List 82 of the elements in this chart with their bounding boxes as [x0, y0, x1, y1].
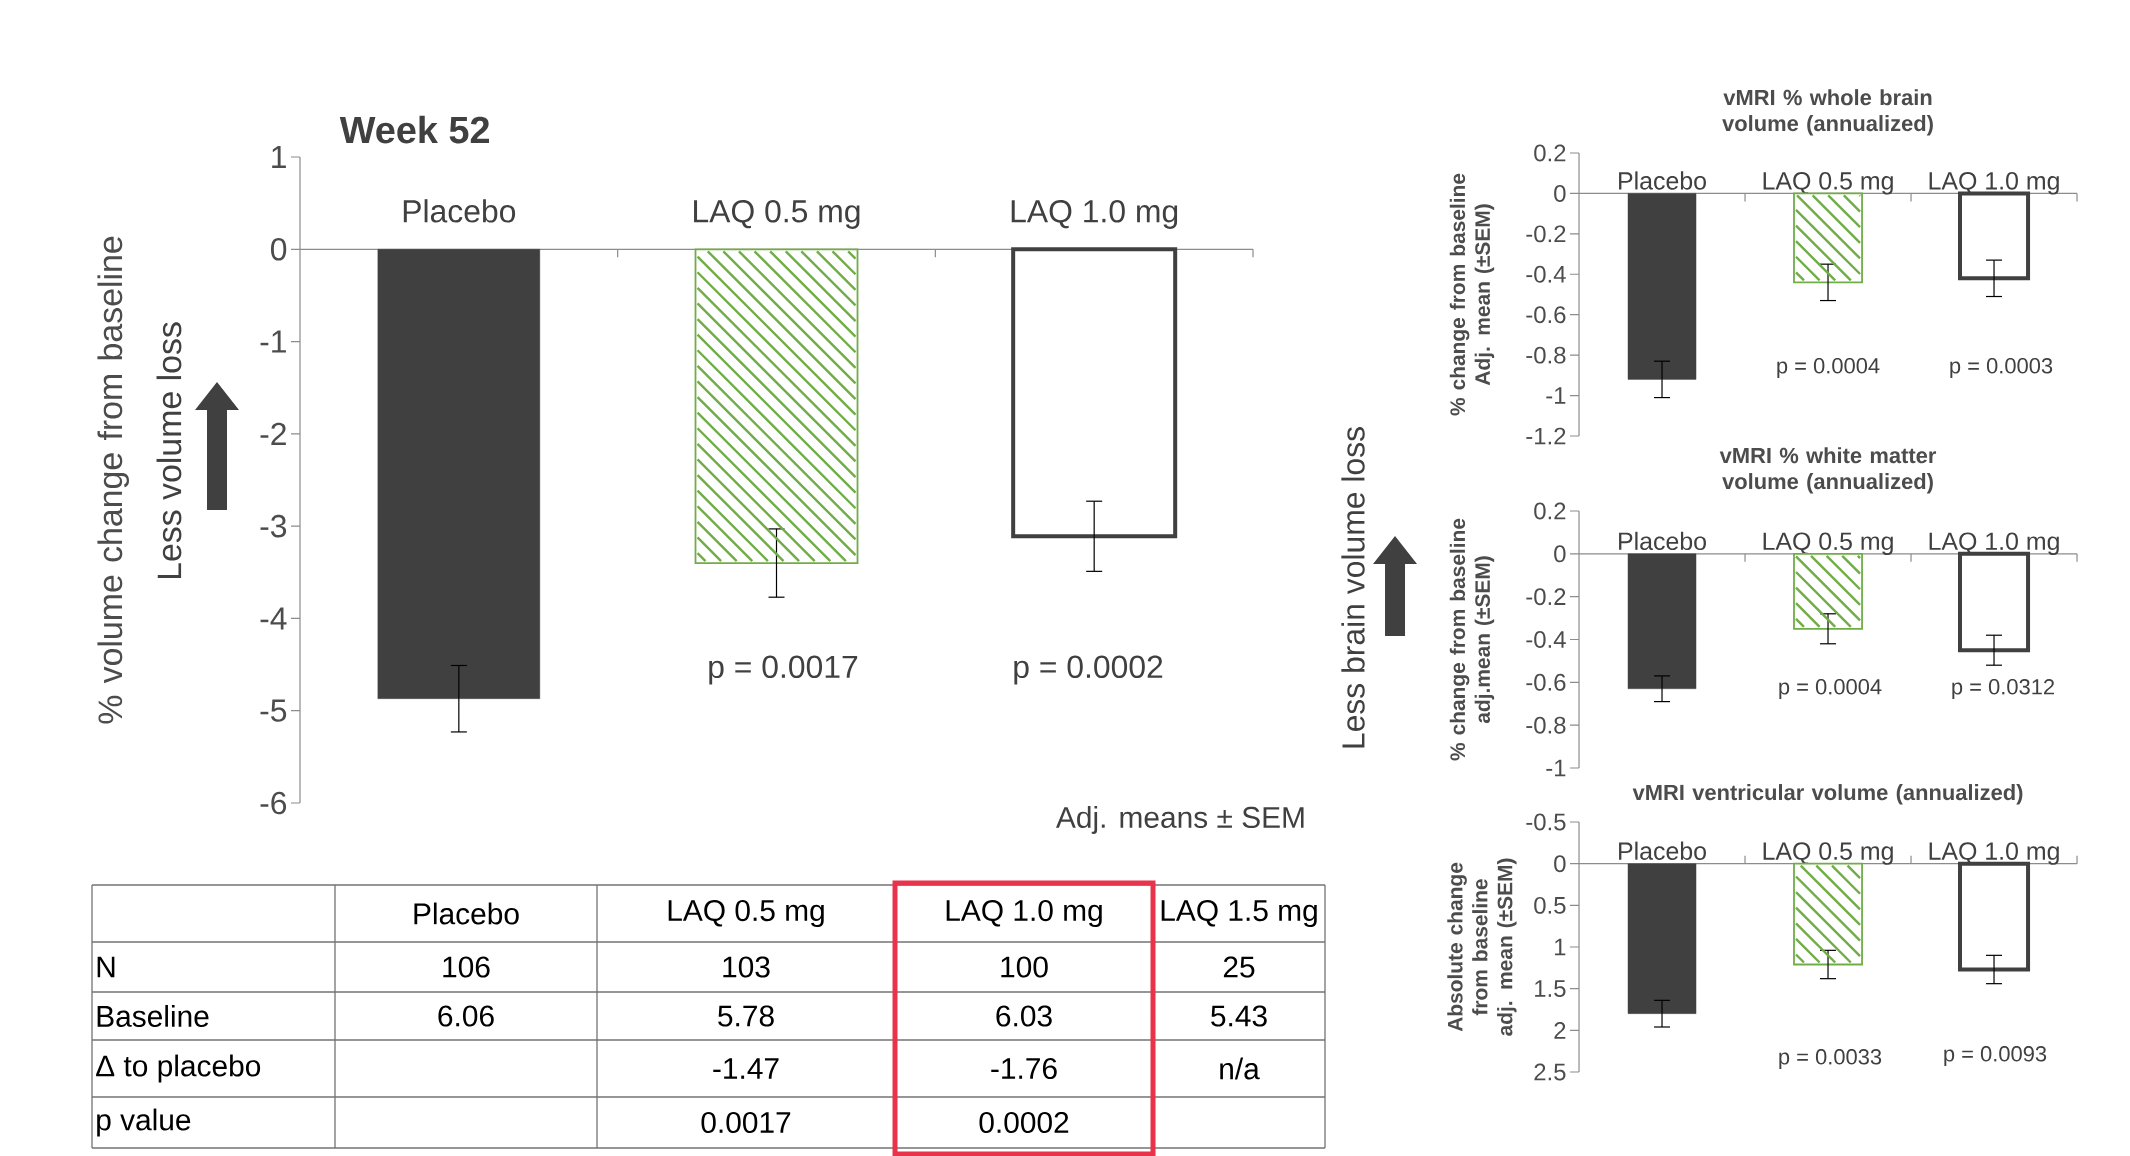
text: 100	[1001, 956, 1048, 978]
x-tick-label: LAQ 0.5 mg	[1763, 842, 1893, 865]
annotation: p = 0.0033	[1779, 1048, 1882, 1069]
chart-title: vMRI % white matter volume (annualized)	[1719, 446, 1937, 494]
text: 6.06	[438, 1005, 494, 1027]
text: 5.78	[718, 1005, 774, 1027]
y-tick-label: 0	[271, 237, 287, 261]
text: n/a	[1220, 1057, 1260, 1080]
x-tick-label: Placebo	[403, 198, 516, 223]
y-tick-label: -1	[1546, 759, 1566, 776]
chart-title: Week 52	[339, 115, 490, 144]
y-tick-label: -0.4	[1526, 265, 1566, 283]
category-label: Placebo	[414, 902, 519, 925]
category-label: p value	[97, 1108, 191, 1137]
annotation: p = 0.0312	[1952, 678, 2054, 699]
annotation: p = 0.0093	[1944, 1045, 2047, 1066]
y-tick-label: 2.5	[1534, 1063, 1566, 1081]
x-tick-label: Placebo	[1619, 841, 1706, 860]
y-tick-label: -0.6	[1526, 673, 1566, 691]
y-tick-label: -4	[260, 607, 287, 630]
y-tick-label: -1	[1546, 387, 1566, 404]
y-tick-label: -0.5	[1526, 813, 1566, 831]
chart-title: vMRI ventricular volume (annualized)	[1632, 783, 2023, 805]
category-label: LAQ 1.5 mg	[1161, 899, 1317, 927]
y-tick-label: 0	[1554, 545, 1566, 563]
y-tick-label: 0.5	[1534, 896, 1566, 914]
y-tick-label: -6	[260, 791, 287, 815]
chart-title: vMRI % whole brain volume (annualized)	[1722, 88, 1933, 136]
y-tick-label: -3	[260, 514, 287, 538]
text: 103	[723, 956, 770, 978]
annotation: p = 0.0003	[1950, 357, 2053, 378]
y-tick-label: -0.2	[1526, 225, 1566, 243]
category-label: LAQ 1.0 mg	[946, 899, 1102, 927]
x-tick-label: LAQ 0.5 mg	[1763, 532, 1893, 555]
y-tick-label: -0.4	[1526, 630, 1566, 648]
text: 0.0002	[979, 1111, 1069, 1133]
y-tick-label: 1	[1555, 938, 1566, 955]
x-tick-label: LAQ 0.5 mg	[694, 199, 860, 229]
y-tick-label: -5	[260, 699, 287, 722]
category-label: Baseline	[97, 1004, 209, 1027]
y-tick-label: 1	[272, 145, 286, 168]
x-tick-label: Placebo	[1619, 531, 1706, 550]
annotation: p = 0.0004	[1779, 678, 1882, 699]
annotation: p = 0.0002	[1014, 655, 1163, 685]
x-tick-label: LAQ 1.0 mg	[1929, 171, 2059, 195]
y-tick-label: -1.2	[1526, 427, 1566, 445]
text: -1.47	[713, 1057, 779, 1079]
y-tick-label: 0.2	[1534, 502, 1566, 520]
x-tick-label: LAQ 1.0 mg	[1929, 532, 2059, 555]
y-axis-title: % volume change from baseline	[97, 236, 129, 724]
text: Less volume loss	[156, 322, 182, 578]
y-tick-label: 2	[1554, 1021, 1566, 1039]
y-tick-label: 0	[1554, 184, 1566, 202]
y-tick-label: -0.6	[1526, 306, 1566, 323]
text: Less brain volume loss	[1341, 426, 1365, 748]
text: 106	[443, 956, 490, 978]
text: 0.0017	[701, 1111, 791, 1133]
category-label: N	[97, 956, 115, 978]
x-tick-label: LAQ 1.0 mg	[1929, 842, 2059, 865]
y-tick-label: -0.8	[1526, 716, 1566, 734]
text: Adj. means ± SEM	[1055, 805, 1304, 834]
text: 6.03	[996, 1005, 1052, 1027]
annotation: p = 0.0017	[709, 655, 858, 685]
y-tick-label: 1.5	[1535, 980, 1566, 997]
category-label: LAQ 0.5 mg	[668, 899, 824, 927]
y-tick-label: -1	[260, 330, 286, 353]
y-axis-title: % change from baseline Adj. mean (±SEM)	[1449, 173, 1495, 416]
text: -1.76	[991, 1057, 1057, 1079]
y-tick-label: -0.2	[1526, 587, 1566, 605]
text: 25	[1223, 956, 1255, 978]
text: 5.43	[1211, 1005, 1267, 1027]
x-tick-label: LAQ 1.0 mg	[1011, 199, 1178, 229]
category-label: Δ to placebo	[96, 1054, 261, 1083]
y-tick-label: 0.2	[1534, 144, 1566, 162]
y-tick-label: 0	[1554, 854, 1566, 872]
y-axis-title: % change from baseline adj.mean (±SEM)	[1449, 518, 1495, 761]
y-tick-label: -2	[260, 422, 286, 445]
y-axis-title: Absolute change from baseline adj. mean (±SEM)	[1447, 858, 1517, 1036]
x-tick-label: Placebo	[1619, 171, 1706, 190]
y-tick-label: -0.8	[1526, 346, 1566, 364]
annotation: p = 0.0004	[1777, 357, 1880, 378]
x-tick-label: LAQ 0.5 mg	[1763, 171, 1893, 195]
